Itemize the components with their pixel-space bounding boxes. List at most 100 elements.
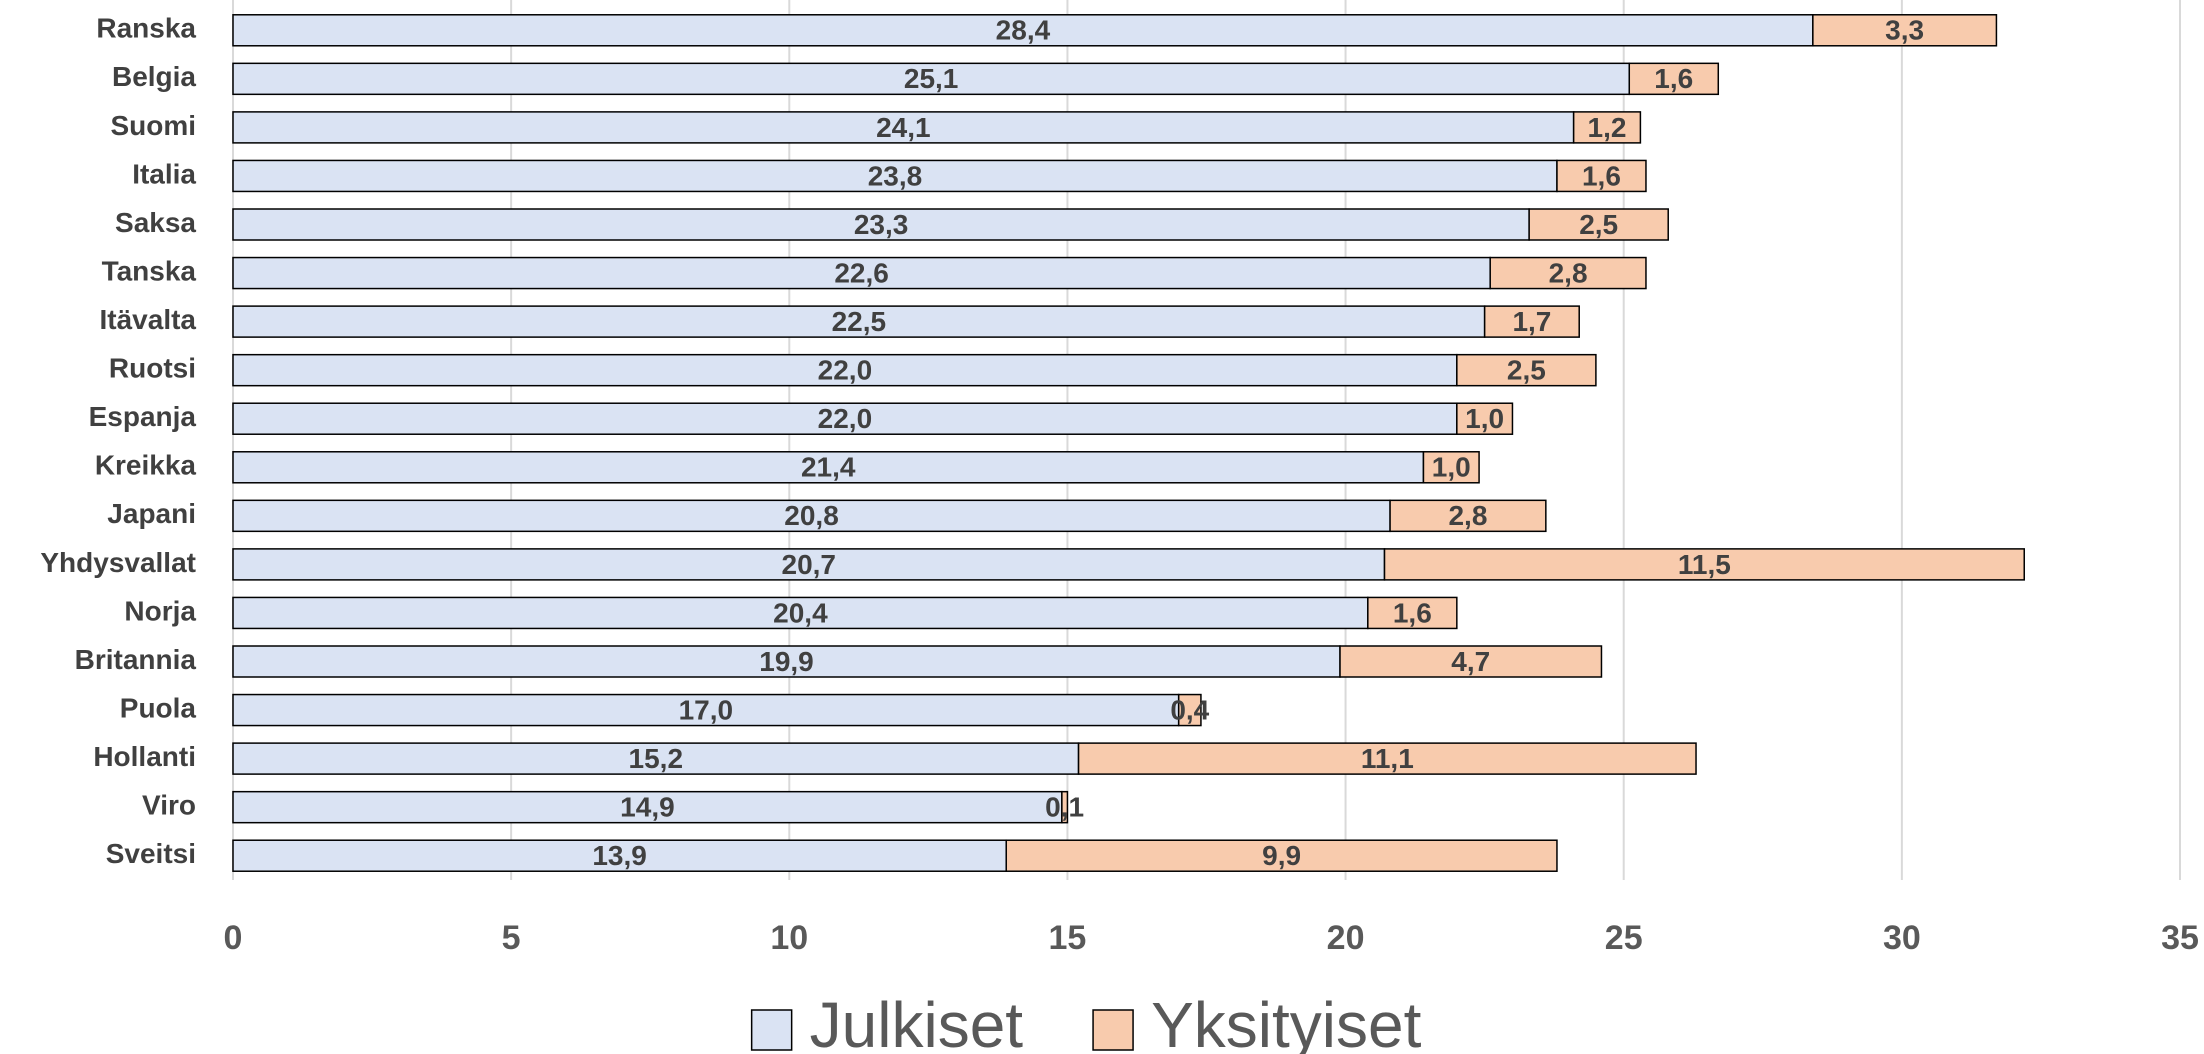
data-label: 11,5 [1678, 549, 1731, 580]
bar-segment [1367, 596, 1458, 630]
legend-item: Yksityiset [1092, 989, 1422, 1054]
bar-segment [1177, 693, 1202, 727]
category-label: Ruotsi [109, 353, 196, 384]
data-label: 0,1 [1045, 792, 1084, 823]
data-label: 22,0 [818, 403, 873, 434]
data-label: 22,6 [834, 257, 889, 288]
data-label: 22,0 [818, 355, 873, 386]
bar-segment [1556, 159, 1647, 193]
bar-segment [232, 742, 1080, 775]
x-tick-label: 35 [2161, 919, 2199, 957]
bar-segment [232, 14, 1814, 47]
category-label: Saksa [115, 207, 196, 238]
category-label: Britannia [75, 644, 197, 675]
category-label: Ranska [96, 13, 196, 44]
bar-segment [1005, 839, 1558, 872]
x-tick-label: 20 [1327, 919, 1365, 957]
category-label: Tanska [102, 255, 197, 286]
data-label: 2,8 [1448, 500, 1487, 531]
x-tick-label: 30 [1883, 919, 1921, 957]
data-label: 28,4 [996, 15, 1051, 46]
data-label: 4,7 [1451, 646, 1490, 677]
x-tick-label: 15 [1049, 919, 1087, 957]
category-label: Hollanti [93, 741, 196, 772]
data-label: 9,9 [1262, 840, 1301, 871]
category-label: Japani [107, 498, 196, 529]
x-tick-label: 0 [224, 919, 243, 957]
legend-item: Julkiset [750, 989, 1024, 1054]
data-label: 22,5 [832, 306, 887, 337]
bar-segment [1422, 451, 1480, 484]
bar-segment [232, 693, 1180, 727]
bar-segment [1339, 645, 1603, 678]
bar-segment [232, 451, 1425, 484]
bar-segment [1389, 499, 1547, 533]
bar-segment [1812, 14, 1998, 47]
category-label: Yhdysvallat [40, 547, 196, 578]
bar-segment [1456, 353, 1597, 387]
data-label: 3,3 [1885, 15, 1924, 46]
bar-segment [232, 839, 1007, 872]
category-label: Kreikka [95, 450, 197, 481]
bar-segment [1489, 256, 1647, 290]
legend-swatch [1092, 1009, 1134, 1051]
data-label: 25,1 [904, 63, 959, 94]
bar-segment [232, 305, 1486, 338]
data-label: 1,6 [1654, 63, 1693, 94]
data-label: 23,3 [854, 209, 909, 240]
data-label: 17,0 [679, 694, 734, 725]
category-label: Suomi [110, 110, 196, 141]
bar-segment [232, 159, 1558, 193]
bar-segment [1628, 62, 1720, 96]
legend-label: Yksityiset [1151, 989, 1422, 1054]
bar-segment [232, 548, 1386, 581]
data-label: 11,1 [1361, 743, 1414, 774]
data-label: 1,6 [1393, 597, 1432, 628]
data-label: 23,8 [868, 160, 923, 191]
category-label: Sveitsi [106, 838, 196, 869]
bar-segment [1483, 305, 1580, 338]
bar-segment [1528, 208, 1669, 241]
bar-segment [232, 353, 1458, 387]
bar-segment [232, 256, 1491, 290]
x-tick-label: 25 [1605, 919, 1643, 957]
data-label: 19,9 [759, 646, 814, 677]
data-label: 1,7 [1512, 306, 1551, 337]
data-label: 2,8 [1549, 257, 1588, 288]
data-label: 20,7 [782, 549, 837, 580]
legend: Julkiset Yksityiset [750, 989, 1422, 1054]
data-label: 0,4 [1170, 694, 1209, 725]
category-label: Belgia [112, 61, 196, 92]
data-label: 1,2 [1588, 112, 1627, 143]
data-label: 1,0 [1432, 452, 1471, 483]
bar-segment [232, 402, 1458, 435]
data-label: 15,2 [629, 743, 684, 774]
category-label: Norja [124, 595, 196, 626]
data-label: 2,5 [1507, 355, 1546, 386]
data-label: 13,9 [592, 840, 647, 871]
data-label: 2,5 [1579, 209, 1618, 240]
legend-swatch [750, 1009, 793, 1051]
bar-segment [1456, 402, 1514, 435]
data-label: 20,4 [773, 597, 828, 628]
bar-segment [1383, 548, 2025, 581]
bar-segment [1061, 790, 1069, 824]
data-label: 1,6 [1582, 160, 1621, 191]
data-label: 21,4 [801, 452, 856, 483]
category-label: Italia [132, 158, 196, 189]
x-tick-label: 10 [770, 919, 808, 957]
category-label: Puola [120, 692, 197, 723]
bar-segment [232, 596, 1369, 630]
category-label: Espanja [89, 401, 197, 432]
bar-segment [232, 645, 1341, 678]
bar-segment [1077, 742, 1697, 775]
category-label: Viro [142, 790, 196, 821]
data-label: 24,1 [876, 112, 931, 143]
legend-label: Julkiset [810, 989, 1024, 1054]
bar-segment [232, 790, 1063, 824]
bar-segment [232, 208, 1530, 241]
data-label: 1,0 [1465, 403, 1504, 434]
data-label: 20,8 [784, 500, 839, 531]
bar-segment [1572, 111, 1642, 144]
